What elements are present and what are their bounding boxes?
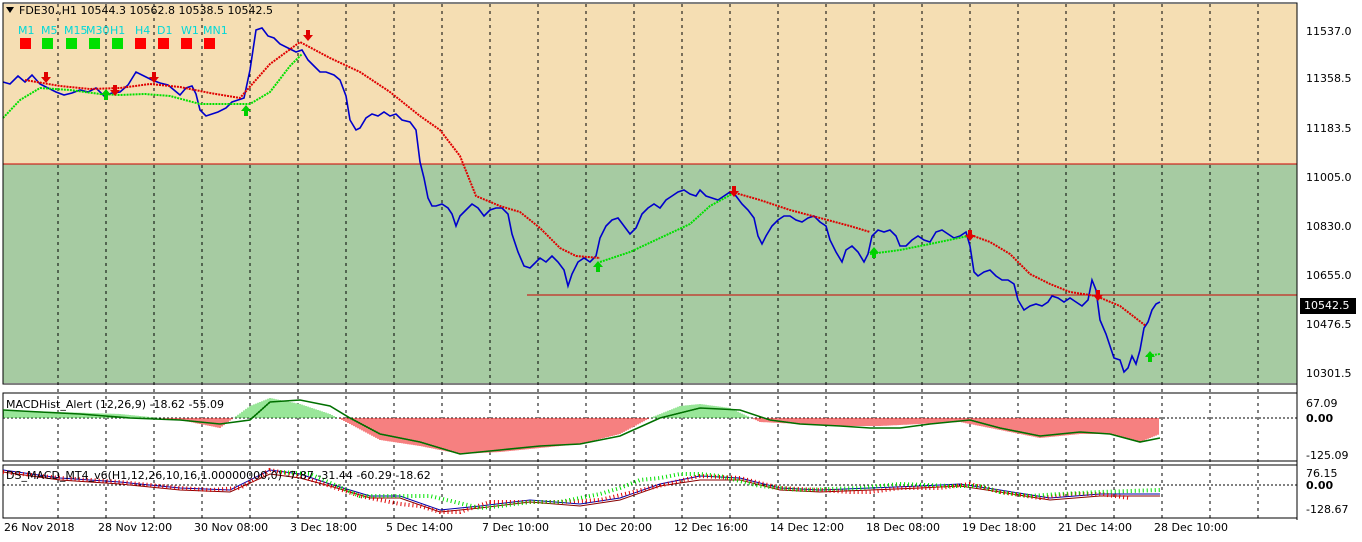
- ind1-tick: 0.00: [1306, 412, 1334, 425]
- ds-macd-label: DS_MACD_MT4_v6(H1,12,26,10,16,1.00000000…: [6, 469, 431, 482]
- price-tick: 11183.5: [1306, 122, 1352, 135]
- timeframe-label-d1[interactable]: D1: [157, 24, 173, 37]
- macd-signal-line: [2, 399, 1161, 455]
- ind1-tick: 67.09: [1306, 397, 1338, 410]
- ds-signal-line: [2, 471, 1160, 513]
- timeframe-label-w1[interactable]: W1: [181, 24, 199, 37]
- buy-arrows: [101, 89, 1155, 362]
- timeframe-label-mn1[interactable]: MN1: [203, 24, 228, 37]
- ohlc-values: 10544.3 10562.8 10538.5 10542.5: [80, 4, 273, 17]
- timeframe-label-m5[interactable]: M5: [41, 24, 58, 37]
- timeframe-status-m30: [89, 38, 100, 49]
- price-tick: 11005.0: [1306, 171, 1352, 184]
- timeframe-label-h1[interactable]: H1: [110, 24, 126, 37]
- date-tick: 7 Dec 10:00: [482, 521, 549, 534]
- demand-zone: [3, 164, 1297, 383]
- date-tick: 12 Dec 16:00: [674, 521, 748, 534]
- timeframe-status-m1: [20, 38, 31, 49]
- price-tick: 10476.5: [1306, 318, 1352, 331]
- symbol-label: FDE30.,H1: [19, 4, 78, 17]
- date-tick: 26 Nov 2018: [4, 521, 75, 534]
- price-tick: 11537.0: [1306, 25, 1352, 38]
- supply-zone: [3, 4, 1297, 164]
- date-tick: 21 Dec 14:00: [1058, 521, 1132, 534]
- timeframe-status-m5: [42, 38, 53, 49]
- ma-up-line: [2, 53, 303, 119]
- sell-arrows: [41, 30, 1103, 301]
- date-tick: 30 Nov 08:00: [194, 521, 269, 534]
- timeframe-status-d1: [158, 38, 169, 49]
- ind2-tick: 76.15: [1306, 467, 1338, 480]
- date-tick: 3 Dec 18:00: [290, 521, 357, 534]
- price-line: [2, 27, 1161, 374]
- price-tick: 11358.5: [1306, 72, 1352, 85]
- ind2-tick: -128.67: [1306, 503, 1349, 516]
- date-tick: 19 Dec 18:00: [962, 521, 1036, 534]
- ind1-tick: -125.09: [1306, 449, 1349, 462]
- timeframe-label-h4[interactable]: H4: [135, 24, 151, 37]
- ds-macd-line: [2, 469, 1160, 511]
- dropdown-triangle-icon[interactable]: [6, 7, 14, 13]
- current-price-label: 10542.5: [1300, 298, 1356, 314]
- timeframe-status-h4: [135, 38, 146, 49]
- date-tick: 10 Dec 20:00: [578, 521, 652, 534]
- timeframe-label-m15[interactable]: M15: [64, 24, 88, 37]
- ind2-tick: 0.00: [1306, 479, 1334, 492]
- timeframe-status-h1: [112, 38, 123, 49]
- price-tick: 10830.0: [1306, 220, 1352, 233]
- timeframe-label-m30[interactable]: M30: [86, 24, 110, 37]
- date-tick: 28 Dec 10:00: [1154, 521, 1228, 534]
- date-tick: 14 Dec 12:00: [770, 521, 844, 534]
- date-tick: 5 Dec 14:00: [386, 521, 453, 534]
- timeframe-status-w1: [181, 38, 192, 49]
- date-tick: 18 Dec 08:00: [866, 521, 940, 534]
- chart-header: FDE30.,H1 10544.3 10562.8 10538.5 10542.…: [6, 4, 273, 17]
- price-tick: 10301.5: [1306, 367, 1352, 380]
- macd-hist-label: MACDHist_Alert (12,26,9) -18.62 -55.09: [6, 398, 225, 411]
- timeframe-label-m1[interactable]: M1: [18, 24, 35, 37]
- price-tick: 10655.0: [1306, 269, 1352, 282]
- timeframe-status-mn1: [204, 38, 215, 49]
- timeframe-status-m15: [66, 38, 77, 49]
- ma-down-line: [24, 40, 601, 259]
- date-tick: 28 Nov 12:00: [98, 521, 173, 534]
